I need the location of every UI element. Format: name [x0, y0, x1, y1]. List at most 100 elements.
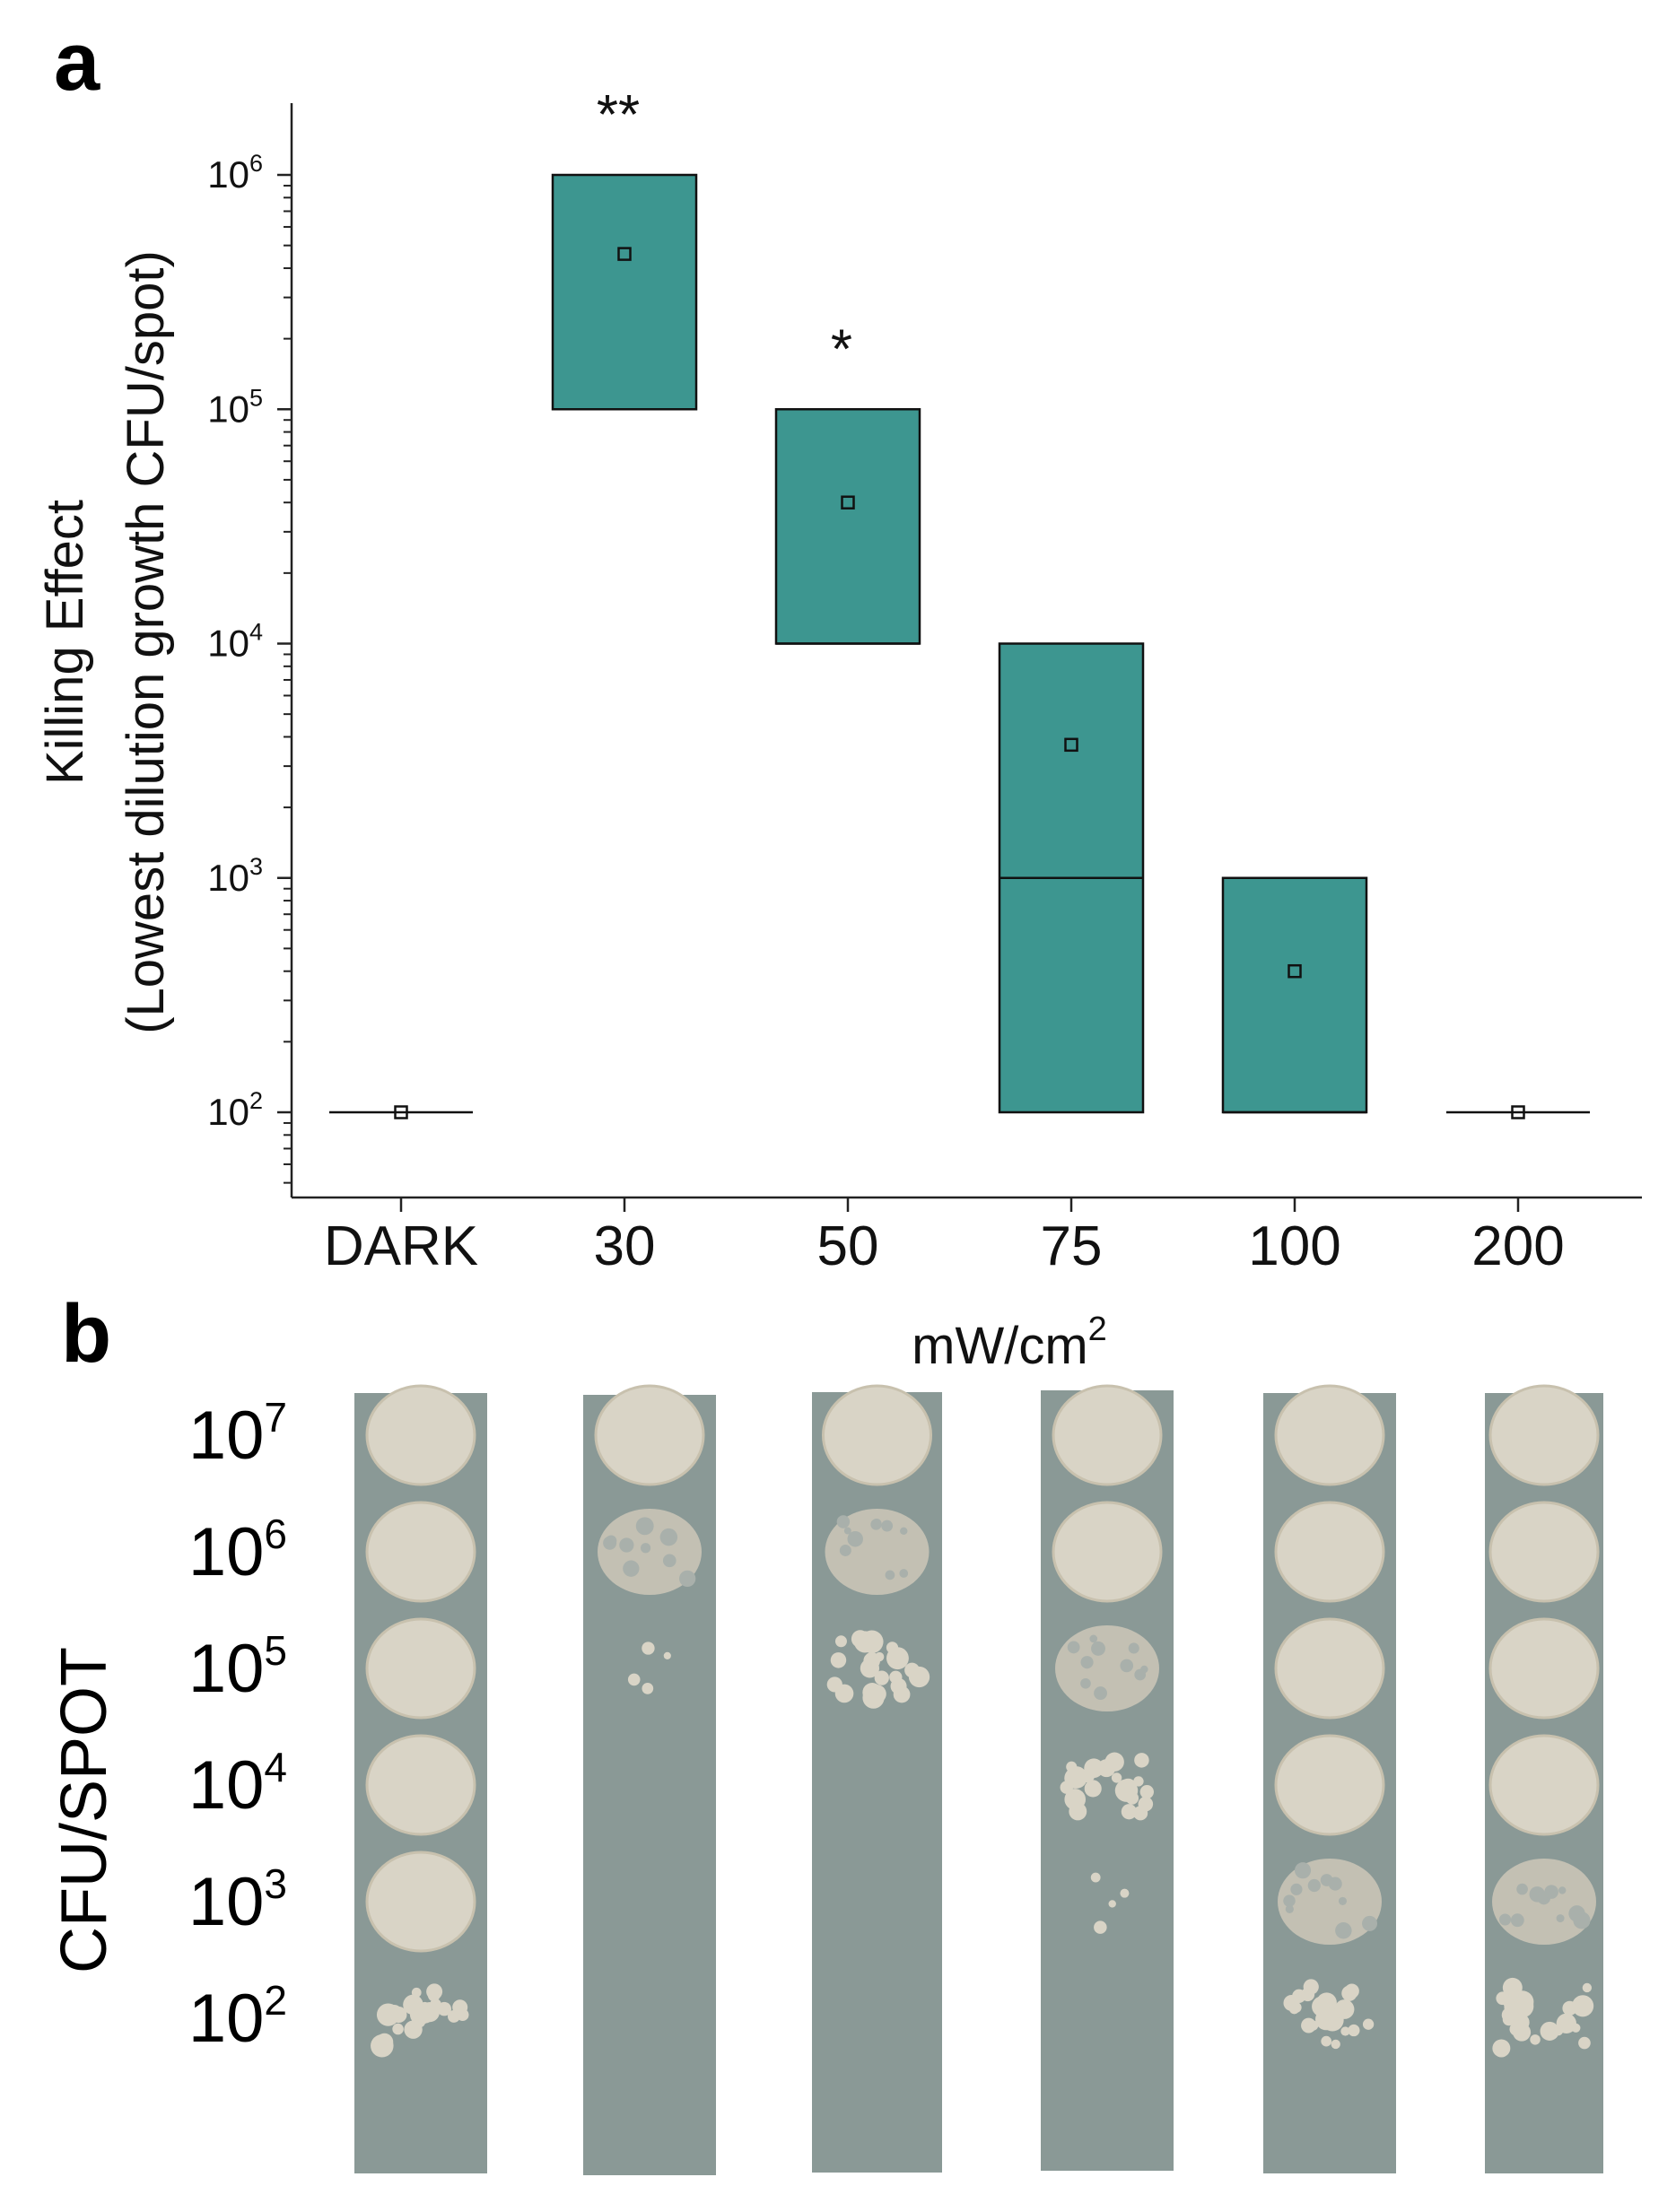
- spot-gap: [1134, 1668, 1147, 1681]
- colony: [1492, 2039, 1511, 2058]
- growth-spot-partial: [1278, 1859, 1382, 1945]
- colony: [409, 2004, 432, 2025]
- colony: [1530, 2034, 1541, 2045]
- y-axis-title-line2: (Lowest dilution growth CFU/spot): [117, 250, 175, 1034]
- spot-gap: [1089, 1634, 1098, 1643]
- y-tick-base: 10: [207, 857, 249, 899]
- box-50: *: [774, 318, 921, 645]
- plate-row-exponent: 3: [264, 1860, 287, 1907]
- spot-gap: [1335, 1922, 1352, 1939]
- growth-spot-partial: [598, 1509, 702, 1595]
- spot-gap: [1544, 1885, 1558, 1899]
- colony: [1120, 1888, 1130, 1898]
- y-tick-exponent: 6: [249, 150, 263, 177]
- box-body: [774, 408, 921, 645]
- y-tick-base: 10: [207, 153, 249, 196]
- boxes: ***: [329, 84, 1590, 1119]
- growth-spot: [1274, 1617, 1385, 1720]
- colony: [874, 1651, 885, 1662]
- spot-gap: [900, 1527, 908, 1536]
- spot-gap: [1091, 1641, 1105, 1656]
- y-tick-base: 10: [207, 623, 249, 665]
- plate-row-base: 10: [188, 1631, 265, 1707]
- box-mean-marker: [1288, 963, 1302, 979]
- spot-gap: [1283, 1894, 1296, 1907]
- colony: [830, 1652, 847, 1668]
- spot-gap: [1080, 1656, 1094, 1669]
- colony: [1111, 1772, 1122, 1783]
- y-tick-label: 103: [207, 853, 263, 899]
- plate-row-base: 10: [188, 1398, 265, 1474]
- growth-spot: [365, 1501, 476, 1603]
- colony: [642, 1682, 654, 1694]
- growth-spot: [1274, 1384, 1385, 1486]
- colony: [1578, 2036, 1591, 2050]
- colony: [1540, 2021, 1559, 2041]
- colony: [1348, 2024, 1360, 2037]
- box-100: [1221, 876, 1368, 1114]
- significance-marker: *: [831, 318, 852, 380]
- colony: [404, 2020, 423, 2039]
- plate-row-label: 106: [188, 1511, 287, 1590]
- colony: [1321, 2035, 1332, 2047]
- growth-spot: [1488, 1617, 1600, 1720]
- colony: [886, 1642, 899, 1654]
- colony: [1090, 1872, 1101, 1883]
- colony: [1504, 2013, 1515, 2023]
- box-mean-marker: [841, 495, 855, 509]
- colony: [1331, 2039, 1340, 2050]
- growth-spot: [365, 1734, 476, 1836]
- colony: [860, 1630, 884, 1654]
- colony: [663, 1651, 671, 1659]
- colony: [874, 1670, 889, 1685]
- x-tick-label: 200: [1471, 1215, 1564, 1277]
- spot-gap: [1558, 1886, 1567, 1894]
- plate-row-label: 103: [188, 1860, 287, 1940]
- colony: [385, 2004, 403, 2022]
- spot-gap: [1120, 1659, 1134, 1673]
- box-mean-marker: [1511, 1105, 1525, 1119]
- colony: [411, 1987, 422, 1998]
- y-tick-exponent: 4: [249, 619, 263, 646]
- spot-gap: [899, 1569, 909, 1578]
- spot-gap: [885, 1570, 895, 1581]
- colony: [437, 2001, 451, 2016]
- y-tick-label: 105: [207, 384, 263, 430]
- plate-strip-75: [1041, 1384, 1174, 2171]
- spot-gap: [1568, 1905, 1585, 1922]
- spot-gap: [836, 1515, 851, 1528]
- colony: [1133, 1776, 1144, 1787]
- y-tick-base: 10: [207, 388, 249, 430]
- plate-strip-DARK: [354, 1384, 487, 2173]
- colony: [1069, 1802, 1087, 1821]
- colony: [913, 1672, 925, 1685]
- panel-label-a: a: [54, 16, 100, 108]
- growth-spot: [365, 1384, 476, 1486]
- spot-gap: [1094, 1686, 1107, 1700]
- colony: [452, 1999, 468, 2016]
- spot-gap: [640, 1543, 651, 1554]
- growth-spot: [1274, 1501, 1385, 1603]
- spot-gap: [1290, 1883, 1303, 1895]
- x-tick-label: 30: [594, 1215, 656, 1277]
- x-axis-title: mW/cm2: [912, 1311, 1107, 1375]
- spot-gap: [1285, 1904, 1294, 1913]
- plate-row-base: 10: [188, 1747, 265, 1824]
- significance-marker: **: [597, 84, 640, 146]
- y-tick-label: 104: [207, 619, 263, 665]
- colony: [1582, 1982, 1593, 1993]
- growth-spot: [365, 1617, 476, 1720]
- y-axis-title-line1: Killing Effect: [36, 500, 94, 785]
- colony: [1084, 1780, 1102, 1798]
- plate-row-exponent: 5: [264, 1627, 287, 1674]
- growth-spot: [1488, 1501, 1600, 1603]
- colony: [860, 1659, 880, 1678]
- x-tick-label: 75: [1041, 1215, 1103, 1277]
- colony: [1556, 2013, 1576, 2033]
- colony: [1511, 1995, 1534, 2018]
- y-tick-label: 102: [207, 1087, 263, 1133]
- spot-gap: [839, 1544, 851, 1556]
